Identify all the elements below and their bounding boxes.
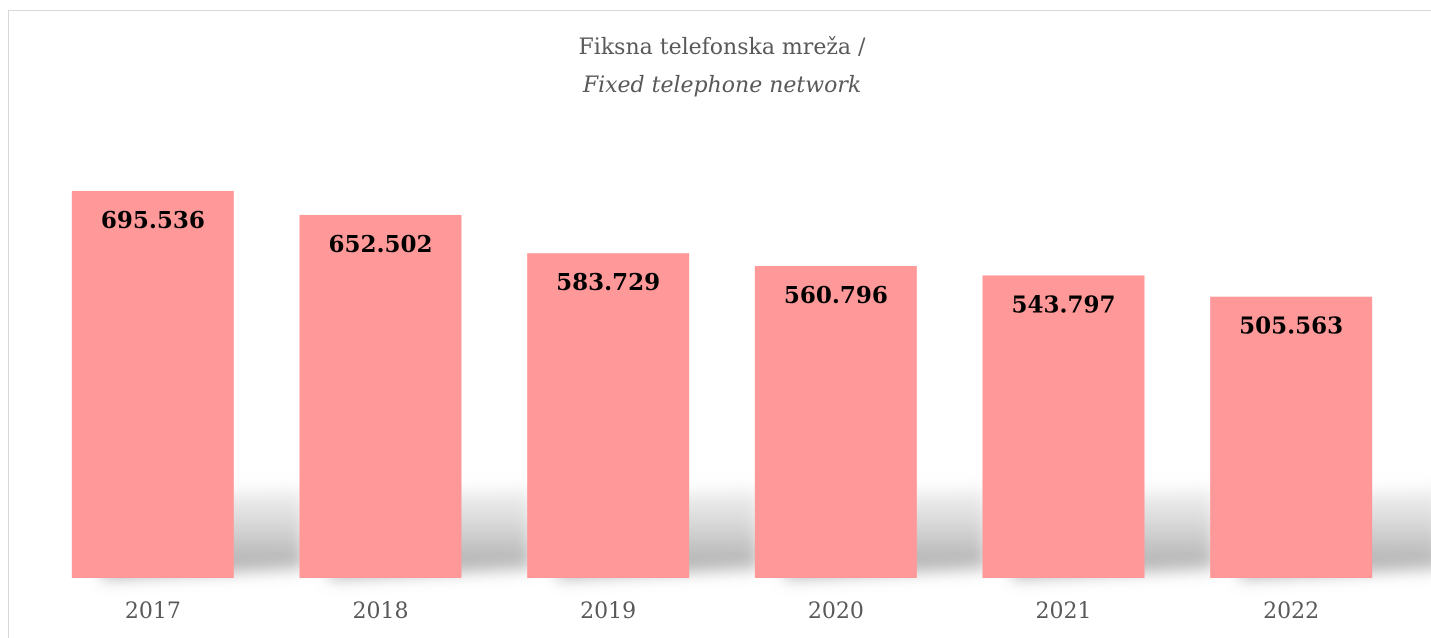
value-label: 543.797 bbox=[1011, 291, 1115, 318]
value-label: 583.729 bbox=[556, 269, 660, 296]
bar bbox=[299, 214, 462, 579]
value-label: 695.536 bbox=[101, 207, 205, 234]
x-tick-label: 2018 bbox=[353, 599, 409, 624]
chart-subtitle: Fixed telephone network bbox=[582, 73, 861, 98]
x-tick-label: 2022 bbox=[1263, 599, 1319, 624]
bar bbox=[71, 191, 234, 578]
value-label: 652.502 bbox=[328, 231, 432, 258]
value-label: 560.796 bbox=[784, 282, 888, 309]
bar bbox=[754, 265, 917, 578]
x-tick-label: 2021 bbox=[1036, 599, 1092, 624]
bar bbox=[1210, 296, 1373, 578]
x-tick-label: 2017 bbox=[125, 599, 181, 624]
bar bbox=[527, 253, 690, 578]
bar bbox=[982, 275, 1145, 578]
value-label: 505.563 bbox=[1239, 313, 1343, 340]
x-tick-label: 2020 bbox=[808, 599, 864, 624]
x-tick-label: 2019 bbox=[580, 599, 636, 624]
chart-title: Fiksna telefonska mreža / bbox=[579, 35, 867, 60]
